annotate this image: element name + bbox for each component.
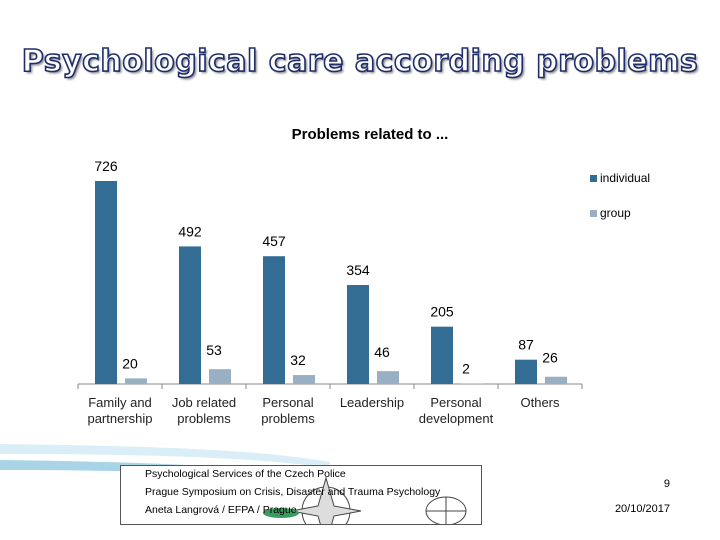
slide-title: Psychological care according problems xyxy=(21,43,699,80)
legend-label-individual: individual xyxy=(600,171,651,185)
data-label-individual: 205 xyxy=(430,304,454,320)
data-label-group: 53 xyxy=(206,342,222,358)
footer-line-author: Aneta Langrová / EFPA / Prague xyxy=(145,504,297,516)
x-tick-label: Personal xyxy=(262,395,313,410)
x-tick-label: problems xyxy=(261,411,315,426)
data-label-individual: 726 xyxy=(94,158,118,174)
x-tick-label: partnership xyxy=(87,411,152,426)
bar-group xyxy=(461,383,483,384)
data-label-group: 2 xyxy=(462,360,470,376)
bar-individual xyxy=(431,326,453,384)
data-label-individual: 87 xyxy=(518,337,534,353)
bar-individual xyxy=(347,285,369,384)
bar-individual xyxy=(263,256,285,384)
data-label-group: 32 xyxy=(290,352,306,368)
legend-item-individual: individual xyxy=(590,171,650,185)
slide-date: 20/10/2017 xyxy=(614,503,670,515)
legend-swatch-group xyxy=(590,210,597,218)
chart-title: Problems related to ... xyxy=(291,126,449,143)
data-label-individual: 457 xyxy=(262,233,286,249)
bar-group xyxy=(209,369,231,384)
footer-info-box: Psychological Services of the Czech Poli… xyxy=(120,465,482,525)
page-number: 9 xyxy=(663,478,670,490)
bar-individual xyxy=(515,359,537,384)
footer-wave-decoration xyxy=(0,444,340,488)
x-tick-label: development xyxy=(419,411,494,426)
x-tick-label: Job related xyxy=(172,395,236,410)
legend-label-group: group xyxy=(600,206,631,220)
data-label-group: 20 xyxy=(122,355,138,371)
bar-group xyxy=(293,375,315,384)
footer-line-event: Prague Symposium on Crisis, Disaster and… xyxy=(145,486,441,498)
data-label-group: 26 xyxy=(542,350,558,366)
legend-item-group: group xyxy=(590,206,631,220)
data-label-group: 46 xyxy=(374,344,390,360)
police-star-emblem xyxy=(263,476,467,524)
x-tick-label: Personal xyxy=(430,395,481,410)
data-label-individual: 492 xyxy=(178,223,202,239)
legend-swatch-individual xyxy=(590,175,597,183)
data-label-individual: 354 xyxy=(346,262,370,278)
footer-line-organization: Psychological Services of the Czech Poli… xyxy=(145,468,346,480)
bar-individual xyxy=(95,181,117,384)
x-tick-label: Family and xyxy=(88,395,152,410)
x-tick-label: Leadership xyxy=(340,395,404,410)
x-tick-label: Others xyxy=(520,395,560,410)
bar-individual xyxy=(179,246,201,384)
bar-group xyxy=(545,376,567,384)
x-tick-label: problems xyxy=(177,411,231,426)
bar-group xyxy=(125,378,147,384)
bar-group xyxy=(377,371,399,384)
